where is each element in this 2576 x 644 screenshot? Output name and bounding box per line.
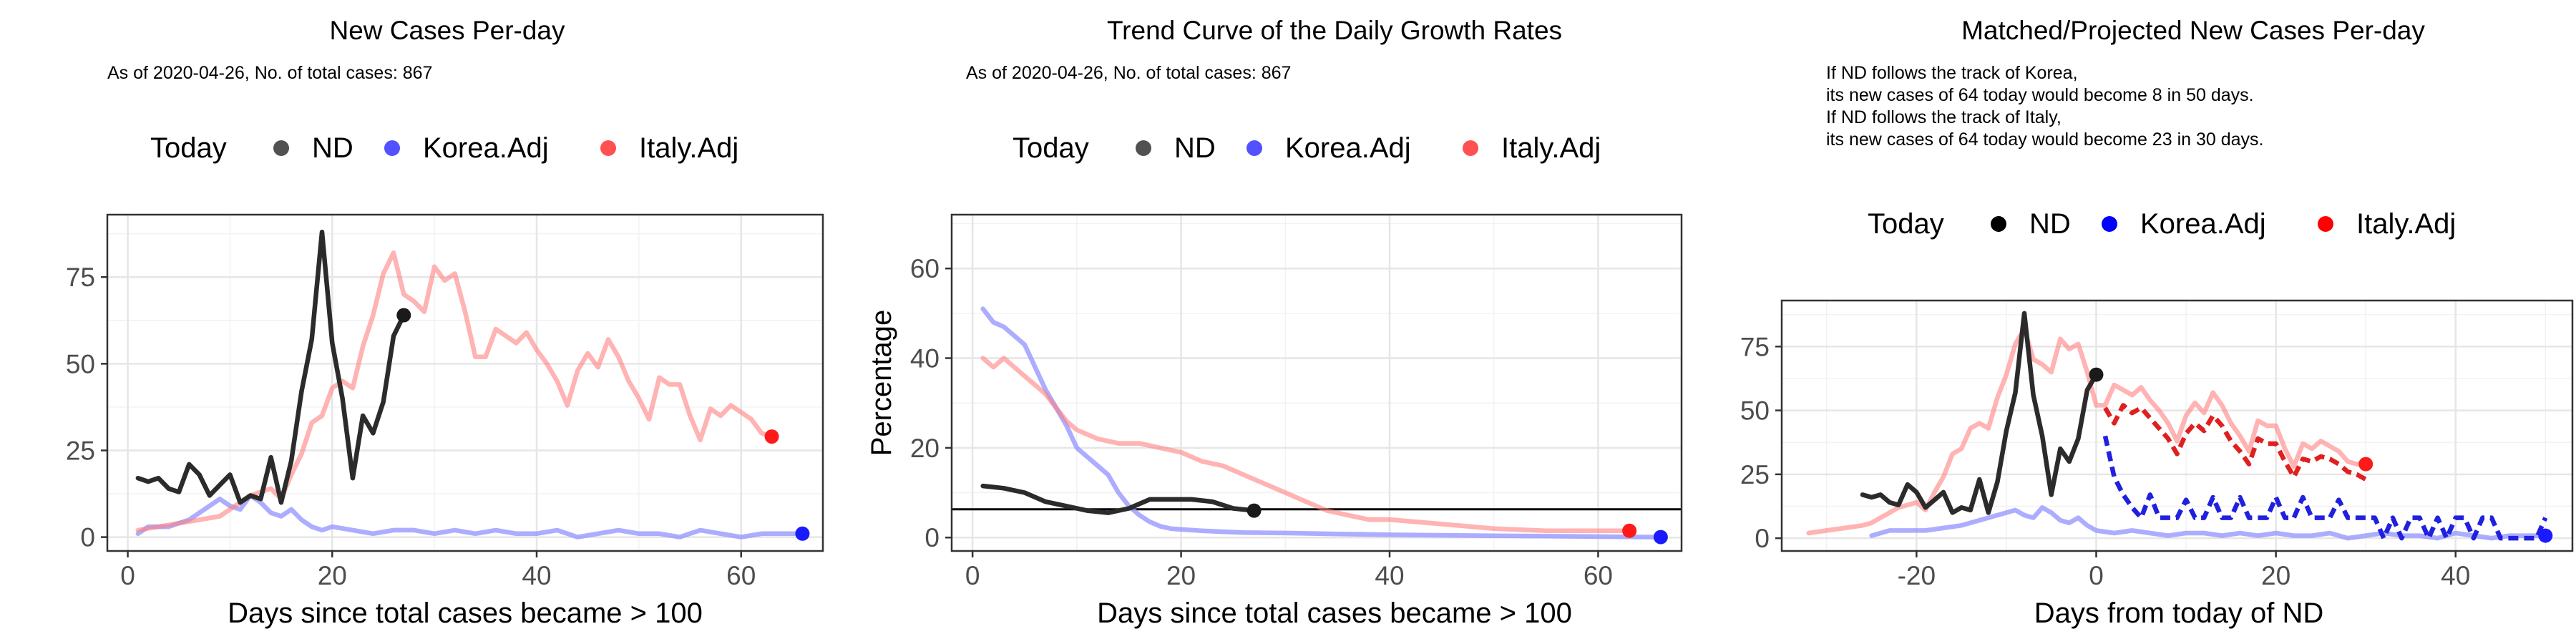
legend-label-italy-adj: Italy.Adj [2356, 208, 2456, 240]
x-tick-label: 60 [1584, 561, 1613, 590]
grid [952, 215, 1682, 551]
chart-growth-rates: Trend Curve of the Daily Growth Rates As … [859, 0, 1717, 644]
legend-title: Today [150, 132, 227, 164]
y-tick-label: 60 [910, 254, 940, 283]
x-tick-label: 20 [318, 561, 347, 590]
y-tick-label: 75 [1740, 332, 1770, 361]
legend-marker-nd [1991, 216, 2006, 232]
series-line-korea-adj [1869, 505, 2548, 541]
x-tick-label: 20 [1166, 561, 1196, 590]
y-tick-label: 50 [66, 349, 95, 379]
grid [1782, 301, 2572, 551]
y-tick-label: 50 [1740, 396, 1770, 426]
plot-border [1780, 299, 2574, 552]
series-line-nd [980, 483, 1257, 515]
legend-label-nd: ND [312, 132, 353, 164]
end-point-korea-adj [2538, 528, 2553, 543]
x-axis-label: Days since total cases became > 100 [1097, 597, 1572, 629]
series-line-korea-adj [135, 493, 805, 540]
x-tick-label: -20 [1898, 561, 1936, 590]
x-tick-label: 0 [2089, 561, 2104, 590]
legend-label-italy-adj: Italy.Adj [1501, 132, 1601, 164]
legend-label-nd: ND [1174, 132, 1216, 164]
chart-annotation: If ND follows the track of Korea, [1826, 63, 2078, 83]
x-tick-label: 40 [2441, 561, 2470, 590]
chart-title: New Cases Per-day [329, 16, 565, 45]
x-tick-label: 40 [522, 561, 551, 590]
chart-svg-growth-rates: Trend Curve of the Daily Growth Rates As … [866, 16, 1683, 629]
y-tick-label: 25 [1740, 460, 1770, 489]
x-tick-label: 0 [120, 561, 135, 590]
y-tick-label: 25 [66, 436, 95, 465]
chart-projected-cases: Matched/Projected New Cases Per-day If ND… [1717, 0, 2576, 644]
chart-annotation: its new cases of 64 today would become 8… [1826, 85, 2254, 105]
chart-subtitle: As of 2020-04-26, No. of total cases: 86… [107, 63, 432, 83]
end-point-nd [1246, 503, 1262, 518]
legend-marker-italy-adj [2318, 216, 2333, 232]
legend-label-nd: ND [2029, 208, 2071, 240]
series-line-nd [1860, 311, 2099, 515]
series-line-korea-projected [2102, 435, 2548, 541]
series-line-nd [135, 229, 406, 505]
x-tick-label: 40 [1375, 561, 1404, 590]
end-point-italy-adj [2358, 457, 2373, 472]
end-point-korea-adj [1653, 530, 1668, 545]
legend: Today ND Korea.Adj Italy.Adj [1868, 208, 2456, 240]
legend-marker-nd [273, 140, 289, 156]
legend-title: Today [1013, 132, 1089, 164]
series-line-italy-projected [2103, 403, 2367, 482]
chart-title: Trend Curve of the Daily Growth Rates [1107, 16, 1562, 45]
series-line-korea-adj [980, 306, 1664, 540]
x-tick-label: 20 [2261, 561, 2290, 590]
y-axis-label: Percentage [866, 310, 897, 457]
legend-marker-italy-adj [600, 140, 616, 156]
chart-annotation: If ND follows the track of Italy, [1826, 107, 2062, 127]
end-point-nd [396, 308, 411, 323]
y-tick-label: 0 [924, 523, 940, 552]
legend-marker-korea-adj [1246, 140, 1262, 156]
legend-marker-korea-adj [384, 140, 400, 156]
chart-svg-projected-cases: Matched/Projected New Cases Per-day If ND… [1740, 16, 2574, 629]
y-tick-label: 20 [910, 434, 940, 463]
end-point-nd [2089, 367, 2104, 382]
chart-svg-new-cases: New Cases Per-day As of 2020-04-26, No. o… [66, 16, 824, 629]
y-tick-label: 0 [1755, 524, 1770, 553]
y-tick-label: 75 [66, 263, 95, 292]
legend-label-korea-adj: Korea.Adj [423, 132, 549, 164]
x-tick-label: 0 [965, 561, 980, 590]
x-tick-label: 60 [726, 561, 756, 590]
chart-new-cases: New Cases Per-day As of 2020-04-26, No. o… [0, 0, 859, 644]
series-line-italy-adj [980, 356, 1632, 534]
chart-subtitle: As of 2020-04-26, No. of total cases: 86… [966, 63, 1291, 83]
x-axis-label: Days since total cases became > 100 [228, 597, 703, 629]
legend: Today ND Korea.Adj Italy.Adj [150, 132, 738, 164]
plot-border [106, 213, 824, 552]
plot-border [950, 213, 1683, 552]
legend-marker-nd [1136, 140, 1151, 156]
end-point-italy-adj [1622, 523, 1637, 538]
y-tick-label: 0 [80, 523, 95, 552]
legend-label-korea-adj: Korea.Adj [2140, 208, 2266, 240]
end-point-korea-adj [795, 526, 810, 541]
legend-label-italy-adj: Italy.Adj [639, 132, 738, 164]
chart-title: Matched/Projected New Cases Per-day [1961, 16, 2425, 45]
legend-title: Today [1868, 208, 1944, 240]
end-point-italy-adj [764, 429, 779, 444]
chart-annotation: its new cases of 64 today would become 2… [1826, 130, 2263, 150]
legend-label-korea-adj: Korea.Adj [1285, 132, 1411, 164]
legend-marker-italy-adj [1463, 140, 1478, 156]
legend-marker-korea-adj [2102, 216, 2117, 232]
y-tick-label: 40 [910, 344, 940, 374]
legend: Today ND Korea.Adj Italy.Adj [1013, 132, 1601, 164]
x-axis-label: Days from today of ND [2034, 597, 2324, 629]
